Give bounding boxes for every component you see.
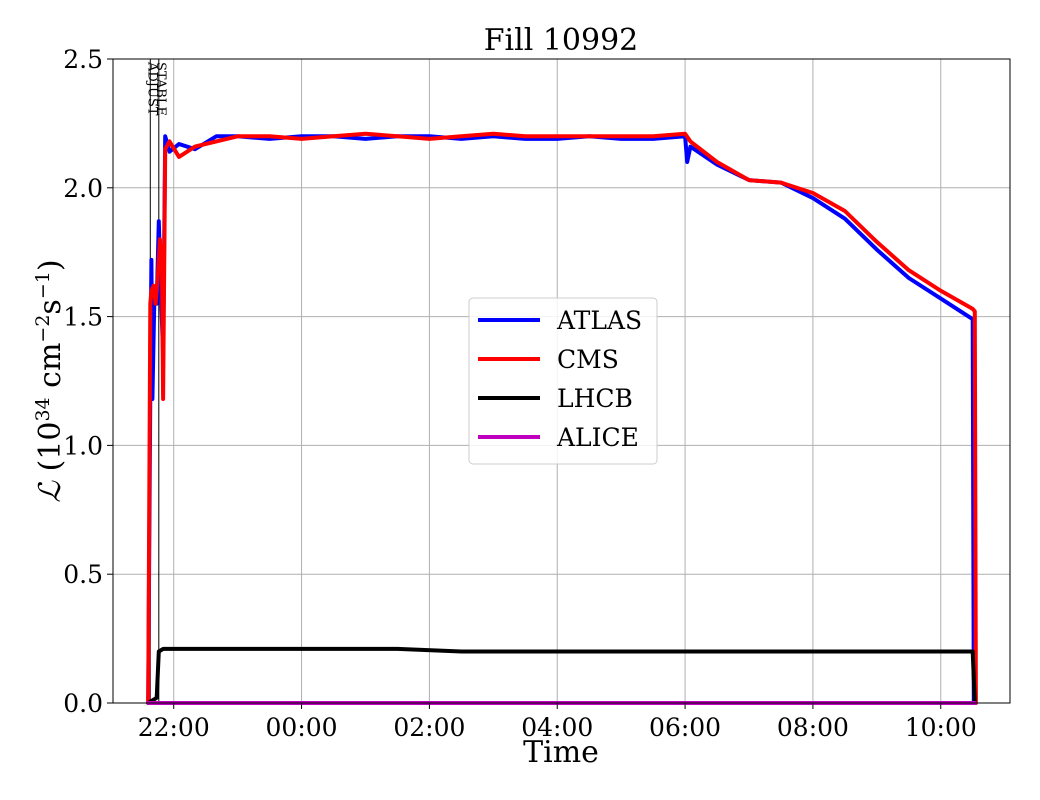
x-tick-label: 08:00 bbox=[777, 713, 849, 742]
y-tick-label: 2.5 bbox=[63, 45, 103, 74]
y-tick-label: 1.0 bbox=[63, 431, 103, 460]
series-line-lhcb bbox=[146, 646, 977, 705]
y-tick-label: 2.0 bbox=[63, 174, 103, 203]
chart-title: Fill 10992 bbox=[484, 23, 639, 58]
x-tick-label: 22:00 bbox=[138, 713, 210, 742]
legend-label-lhcb: LHCB bbox=[557, 384, 633, 413]
x-tick-label: 02:00 bbox=[393, 713, 465, 742]
x-tick-label: 04:00 bbox=[521, 713, 593, 742]
plot-frame bbox=[112, 58, 1011, 704]
x-tick-label: 06:00 bbox=[649, 713, 721, 742]
y-tick-label: 1.5 bbox=[63, 303, 103, 332]
legend-label-alice: ALICE bbox=[556, 423, 639, 452]
legend-label-cms: CMS bbox=[557, 345, 619, 374]
y-axis-label-symbol: ℒ bbox=[33, 480, 68, 503]
x-axis-label: Time bbox=[523, 735, 599, 770]
x-axis-ticks: 22:00 00:00 02:00 04:00 06:00 08:00 10:00 bbox=[138, 703, 977, 742]
legend: ATLAS CMS LHCB ALICE bbox=[468, 297, 658, 465]
x-tick-label: 00:00 bbox=[266, 713, 338, 742]
phase-marker-label-stable: STABLE bbox=[153, 62, 168, 116]
phase-marker-label-adjust: ADJUST bbox=[144, 61, 159, 116]
y-tick-label: 0.5 bbox=[63, 560, 103, 589]
legend-label-atlas: ATLAS bbox=[556, 306, 642, 335]
x-tick-label: 10:00 bbox=[905, 713, 977, 742]
series-line-cms bbox=[146, 131, 978, 705]
y-tick-label: 0.0 bbox=[63, 689, 103, 718]
y-axis-label: ℒ (1034 cm−2s−1) bbox=[32, 259, 68, 502]
legend-box bbox=[468, 297, 658, 465]
y-axis-ticks: 0.0 0.5 1.0 1.5 2.0 2.5 bbox=[63, 45, 113, 718]
